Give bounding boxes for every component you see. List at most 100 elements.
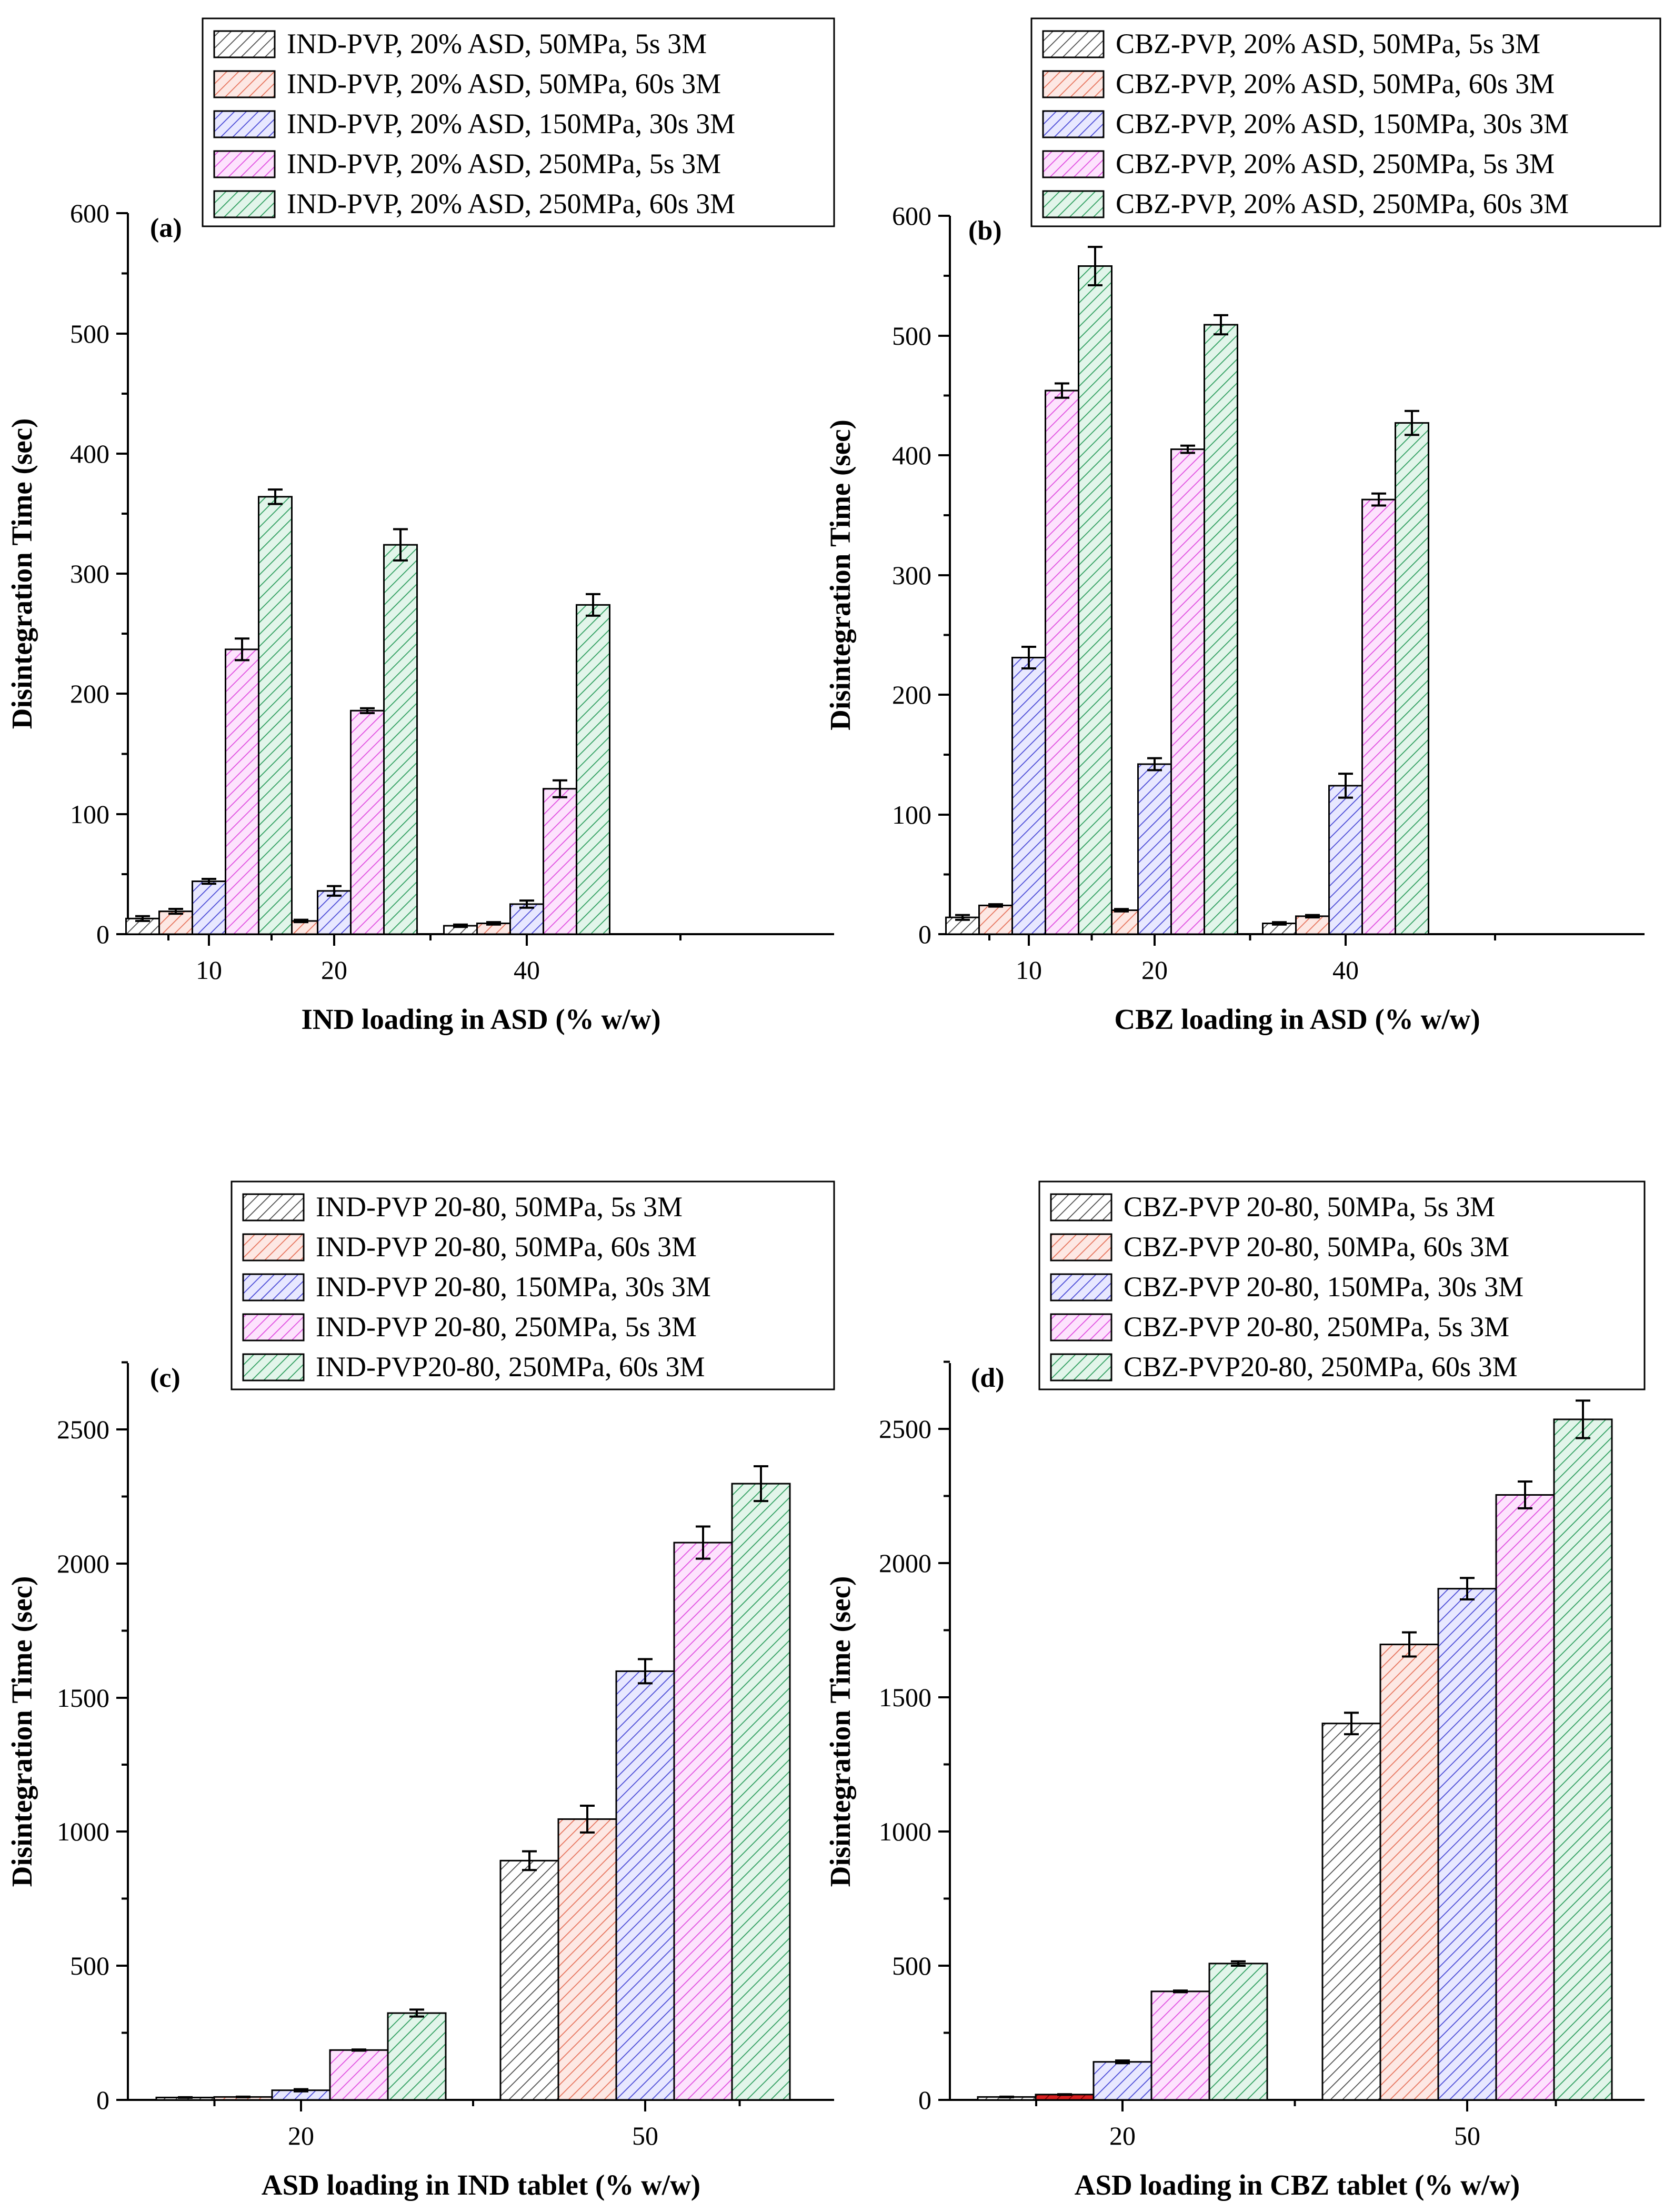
legend-swatch: [242, 1233, 305, 1262]
bar: [1092, 2061, 1152, 2101]
y-tick-label: 400: [70, 439, 109, 468]
y-tick-label: 0: [96, 919, 109, 949]
legend-swatch: [242, 1193, 305, 1222]
bar: [1295, 915, 1330, 935]
legend-entry: IND-PVP 20-80, 150MPa, 30s 3M: [316, 1271, 711, 1303]
bar: [1170, 448, 1205, 935]
legend-swatch: [213, 190, 276, 218]
legend: CBZ-PVP 20-80, 50MPa, 5s 3M CBZ-PVP 20-80…: [1038, 1180, 1646, 1390]
bar: [1208, 1963, 1268, 2101]
legend-entry: IND-PVP 20-80, 50MPa, 60s 3M: [316, 1231, 697, 1263]
bar: [1137, 763, 1172, 935]
y-tick-label: 1000: [879, 1817, 931, 1846]
y-tick-label: 100: [70, 799, 109, 829]
bar: [387, 2012, 447, 2101]
y-tick-label: 600: [892, 201, 931, 231]
bar: [615, 1670, 675, 2101]
x-tick-label: 50: [632, 2121, 658, 2150]
bar: [978, 904, 1013, 935]
y-axis-title: Disintegration Time (sec): [824, 1576, 856, 1887]
y-axis-title: Disintegration Time (sec): [6, 418, 38, 729]
y-tick-label: 2000: [879, 1548, 931, 1578]
panel-label: (d): [971, 1363, 1005, 1393]
y-tick-label: 300: [892, 560, 931, 590]
legend: IND-PVP, 20% ASD, 50MPa, 5s 3M IND-PVP, 2…: [202, 17, 835, 227]
x-tick-label: 40: [514, 955, 540, 985]
legend-swatch: [213, 150, 276, 178]
bar: [225, 648, 259, 935]
bar: [1495, 1494, 1555, 2101]
bar: [1437, 1588, 1497, 2101]
bar: [1328, 785, 1363, 935]
legend-entry: CBZ-PVP 20-80, 50MPa, 60s 3M: [1124, 1231, 1509, 1263]
y-axis-title: Disintegration Time (sec): [824, 419, 856, 730]
legend-box: [202, 17, 835, 227]
y-tick-label: 1500: [879, 1683, 931, 1712]
legend-swatch: [1050, 1313, 1112, 1342]
bar: [543, 788, 577, 935]
legend-entry: CBZ-PVP, 20% ASD, 250MPa, 60s 3M: [1116, 188, 1569, 219]
y-tick-label: 500: [70, 319, 109, 348]
bar: [1204, 324, 1238, 935]
bar: [1150, 1990, 1210, 2101]
legend-swatch: [242, 1353, 305, 1382]
bar: [1553, 1418, 1613, 2101]
legend-swatch: [1042, 110, 1105, 138]
legend-swatch: [213, 30, 276, 58]
x-tick-label: 10: [1016, 955, 1042, 985]
legend-entry: IND-PVP, 20% ASD, 50MPa, 60s 3M: [287, 68, 721, 99]
legend-box: [1030, 17, 1661, 227]
legend-swatch: [242, 1273, 305, 1302]
x-axis-title: ASD loading in IND tablet (% w/w): [262, 2169, 700, 2201]
y-tick-label: 2000: [57, 1549, 109, 1578]
legend: CBZ-PVP, 20% ASD, 50MPa, 5s 3M CBZ-PVP, 2…: [1030, 17, 1661, 227]
bar: [499, 1859, 559, 2101]
legend-swatch: [213, 110, 276, 138]
legend-box: [230, 1180, 835, 1390]
y-tick-label: 1000: [57, 1817, 109, 1846]
y-tick-label: 1500: [57, 1683, 109, 1713]
bar: [1011, 656, 1046, 935]
legend-entry: IND-PVP20-80, 250MPa, 60s 3M: [316, 1351, 705, 1383]
x-axis-title: IND loading in ASD (% w/w): [301, 1003, 660, 1035]
y-tick-label: 0: [918, 919, 931, 949]
bar: [509, 903, 544, 935]
legend-entry: CBZ-PVP 20-80, 250MPa, 5s 3M: [1124, 1311, 1509, 1343]
legend-entry: CBZ-PVP, 20% ASD, 250MPa, 5s 3M: [1116, 148, 1555, 179]
bar: [1395, 422, 1429, 935]
legend-entry: CBZ-PVP, 20% ASD, 50MPa, 60s 3M: [1116, 68, 1555, 99]
legend-entry: CBZ-PVP 20-80, 150MPa, 30s 3M: [1124, 1271, 1523, 1303]
legend-entry: IND-PVP, 20% ASD, 250MPa, 5s 3M: [287, 148, 721, 179]
legend-swatch: [1050, 1273, 1112, 1302]
y-axis-title: Disintegration Time (sec): [6, 1576, 38, 1887]
legend-entry: CBZ-PVP20-80, 250MPa, 60s 3M: [1124, 1351, 1518, 1383]
bar: [1361, 498, 1396, 935]
x-tick-label: 20: [288, 2121, 314, 2150]
panel-label: (b): [968, 216, 1002, 246]
x-tick-label: 20: [1141, 955, 1168, 985]
legend-swatch: [1042, 70, 1105, 98]
y-tick-label: 600: [70, 198, 109, 228]
x-tick-label: 20: [321, 955, 347, 985]
x-axis-title: ASD loading in CBZ tablet (% w/w): [1075, 2169, 1520, 2201]
legend-swatch: [1042, 190, 1105, 218]
bar: [1078, 265, 1112, 935]
x-axis-title: CBZ loading in ASD (% w/w): [1114, 1003, 1480, 1035]
y-tick-label: 200: [70, 679, 109, 708]
legend-swatch: [1042, 150, 1105, 178]
y-tick-label: 300: [70, 559, 109, 588]
chart-panel-b: 0 100 200 300 400 500 600 10 20 40 CBZ loading in …: [824, 17, 1661, 1035]
legend-entry: IND-PVP 20-80, 250MPa, 5s 3M: [316, 1311, 697, 1343]
bar: [731, 1483, 791, 2101]
legend: IND-PVP 20-80, 50MPa, 5s 3M IND-PVP 20-80…: [230, 1180, 835, 1390]
legend-swatch: [242, 1313, 305, 1342]
panel-label: (a): [150, 213, 182, 243]
y-tick-label: 200: [892, 680, 931, 709]
bar: [317, 890, 352, 935]
x-tick-label: 10: [196, 955, 222, 985]
bar: [1321, 1723, 1381, 2101]
legend-entry: CBZ-PVP, 20% ASD, 150MPa, 30s 3M: [1116, 108, 1569, 139]
legend-entry: IND-PVP, 20% ASD, 50MPa, 5s 3M: [287, 28, 707, 59]
bar: [1379, 1644, 1439, 2101]
